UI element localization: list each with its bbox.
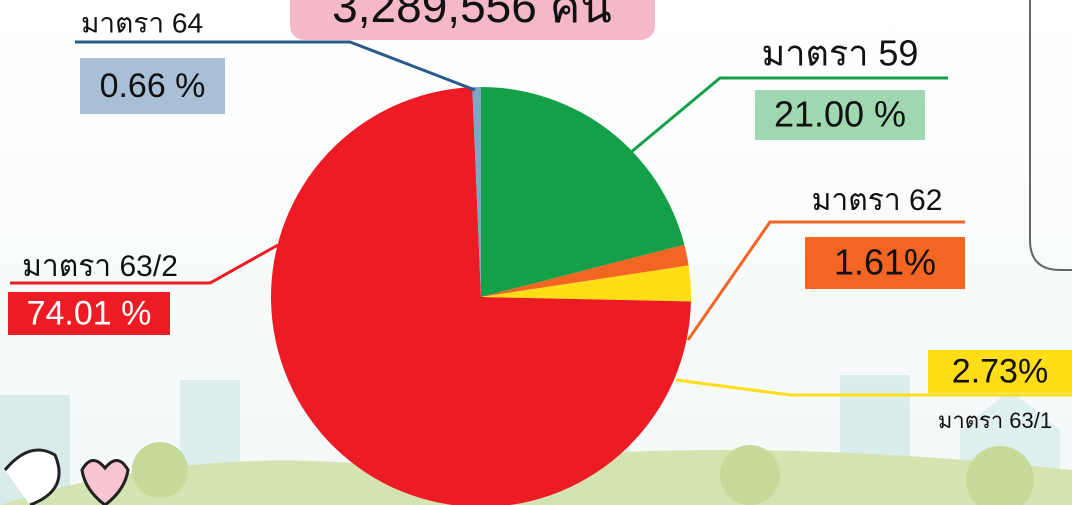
value-label: 0.66 % — [100, 67, 206, 105]
value-label: 1.61% — [834, 242, 936, 283]
chart-title: 3,289,556 คน — [332, 0, 612, 32]
category-label: มาตรา 63/1 — [938, 408, 1052, 433]
value-label: 74.01 % — [27, 294, 152, 332]
value-label: 2.73% — [952, 352, 1048, 390]
value-label: 21.00 % — [774, 94, 906, 135]
category-label: มาตรา 63/2 — [22, 250, 178, 283]
category-label: มาตรา 59 — [762, 33, 919, 74]
category-label: มาตรา 64 — [81, 7, 203, 38]
chart: 3,289,556 คน มาตรา 59 21.00 % มาตรา 62 1.61… — [0, 0, 1072, 505]
category-label: มาตรา 62 — [812, 184, 943, 217]
pie — [271, 87, 691, 505]
page: {"chart_data": {"type": "pie", "title": … — [0, 0, 1072, 505]
